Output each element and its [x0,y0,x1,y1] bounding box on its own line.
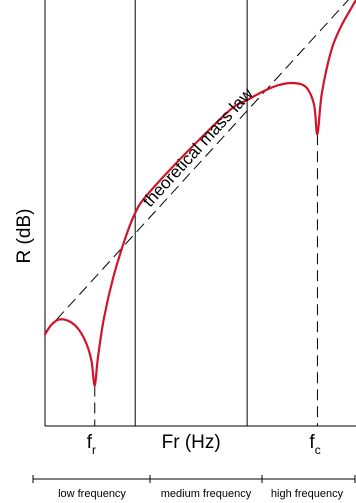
marker-label-c: fc [309,432,320,457]
mass-law-annotation: theoretical mass law [139,84,257,211]
frequency-regions: low frequency medium frequency high freque… [32,475,356,500]
marker-labels: fr fc [87,432,321,457]
y-axis-label: R (dB) [14,209,35,264]
series-line [43,0,356,387]
frequency-markers [94,134,318,426]
region-label-1: low frequency [58,488,126,500]
marker-label-r: fr [87,432,96,457]
x-axis-label: Fr (Hz) [162,432,221,453]
region-label-2: medium frequency [161,488,252,500]
region-label-3: high frequency [271,488,344,500]
mass-law-line [44,0,349,333]
region-dividers [134,0,248,426]
plot-frame [44,0,356,427]
